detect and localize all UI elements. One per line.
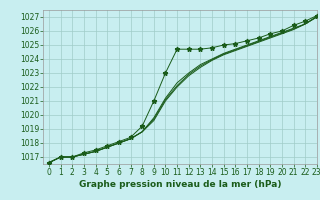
X-axis label: Graphe pression niveau de la mer (hPa): Graphe pression niveau de la mer (hPa) bbox=[79, 180, 281, 189]
